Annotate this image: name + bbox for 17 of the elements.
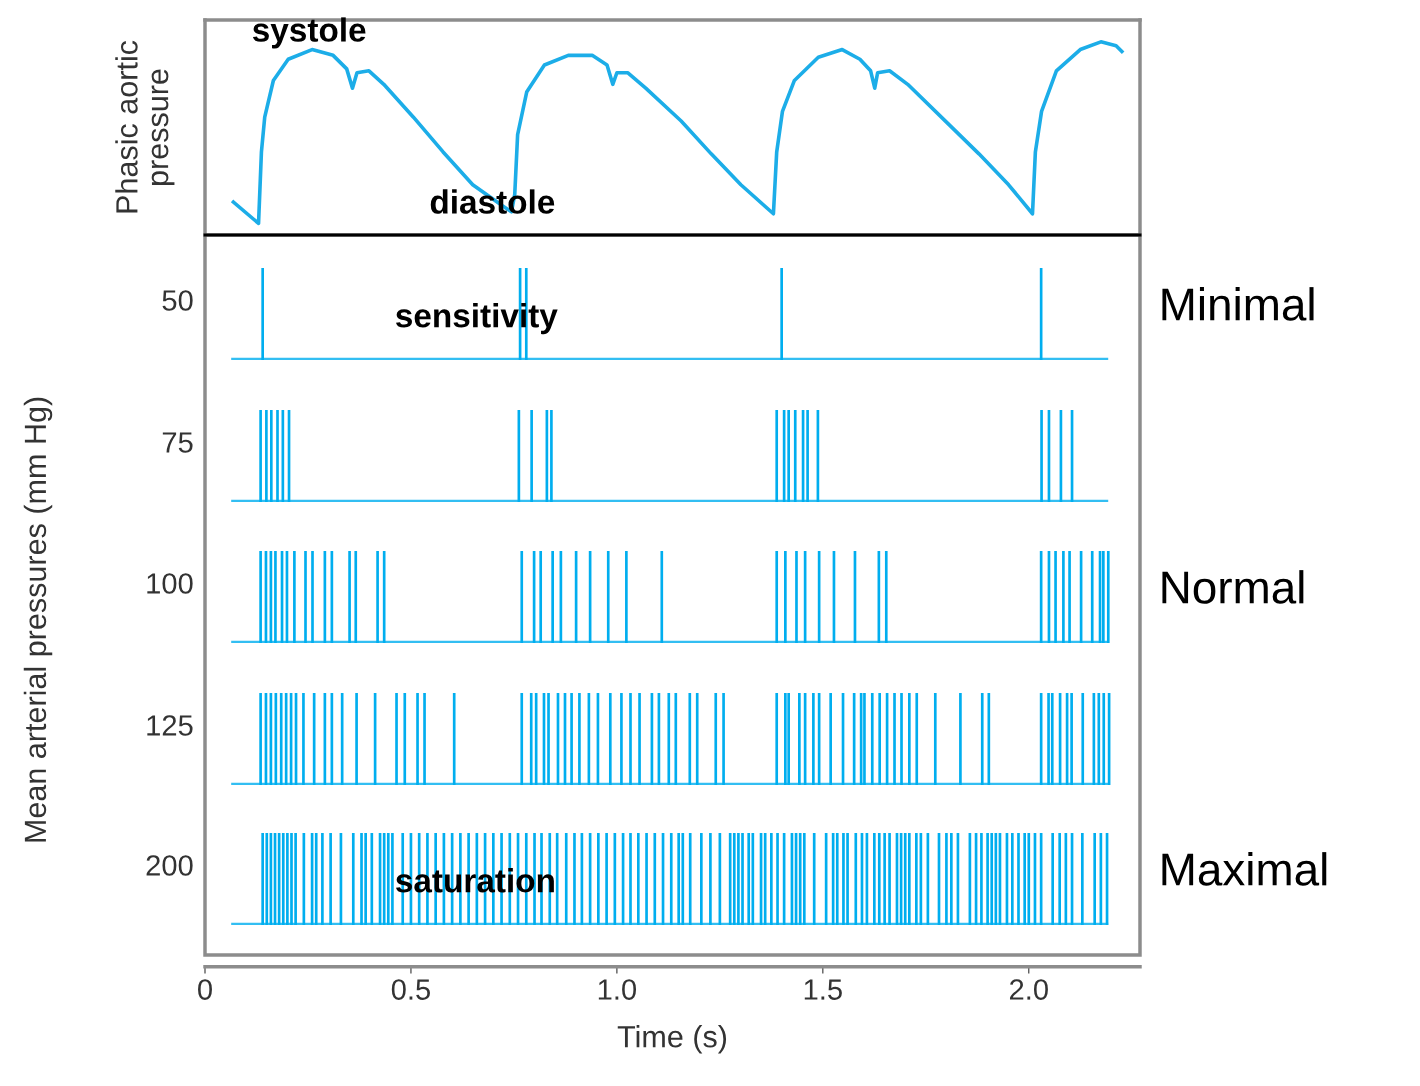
text: Mean arterial pressures (mm Hg) bbox=[23, 397, 53, 842]
y-axis-title: 100 bbox=[147, 573, 193, 594]
y-axis-title: 75 bbox=[162, 432, 193, 453]
y-axis-title: Phasic aortic pressure bbox=[115, 40, 175, 213]
y-axis-title: 125 bbox=[147, 715, 193, 736]
y-axis-title: 50 bbox=[162, 290, 193, 311]
x-tick-label: 1.5 bbox=[804, 979, 842, 1000]
x-axis-title: Time (s) bbox=[617, 1025, 727, 1054]
x-tick-label: 0.5 bbox=[391, 979, 430, 1000]
annotation: systole bbox=[252, 17, 366, 49]
y-axis-title: 200 bbox=[146, 855, 193, 876]
x-tick-label: 2.0 bbox=[1009, 979, 1048, 1000]
text: Maximal bbox=[1162, 852, 1327, 886]
x-tick-label: 0 bbox=[198, 979, 212, 1000]
text: Minimal bbox=[1162, 287, 1314, 321]
x-tick-label: 1.0 bbox=[598, 979, 637, 1000]
text: Normal bbox=[1162, 570, 1304, 604]
